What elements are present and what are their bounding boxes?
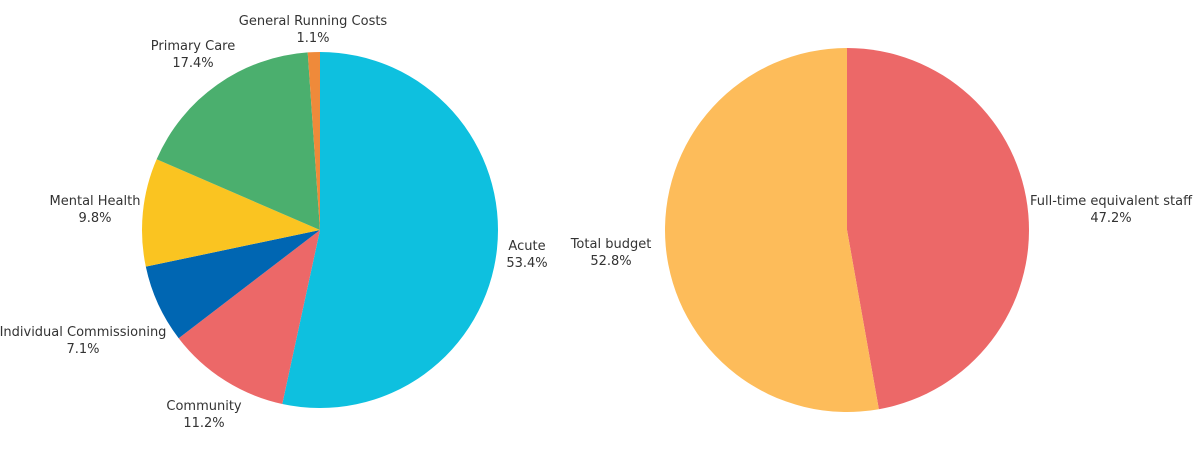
slice-label-individual-commissioning: Individual Commissioning — [0, 325, 166, 340]
slice-value-individual-commissioning: 7.1% — [66, 342, 99, 357]
pie-slice-primary-care — [156, 52, 320, 230]
pie-slice-individual-commissioning — [145, 230, 320, 339]
slice-label-acute: Acute — [508, 239, 545, 254]
slice-value-primary-care: 17.4% — [172, 56, 213, 71]
slice-value-full-time-equivalent-staff: 47.2% — [1090, 211, 1131, 226]
pie-slice-community — [178, 230, 320, 404]
slice-value-mental-health: 9.8% — [78, 211, 111, 226]
slice-label-full-time-equivalent-staff: Full-time equivalent staff — [1030, 194, 1193, 209]
pie-slice-acute — [282, 52, 498, 408]
slice-label-general-running-costs: General Running Costs — [239, 14, 388, 29]
slice-label-primary-care: Primary Care — [151, 39, 235, 54]
slice-value-acute: 53.4% — [506, 256, 547, 271]
slice-value-total-budget: 52.8% — [590, 254, 631, 269]
pie-slice-total-budget — [664, 48, 879, 412]
slice-label-total-budget: Total budget — [570, 237, 652, 252]
slice-label-mental-health: Mental Health — [50, 194, 141, 209]
slice-label-community: Community — [166, 399, 242, 414]
slice-value-community: 11.2% — [183, 416, 224, 431]
pie-slice-general-running-costs — [307, 52, 320, 230]
pie-slice-full-time-equivalent-staff — [847, 48, 1029, 410]
pie-chart-budget-breakdown: Acute 53.4% Community 11.2% Individual Commi… — [0, 14, 548, 431]
pie-chart-staff-vs-budget: Full-time equivalent staff 47.2% Total bud… — [570, 48, 1193, 412]
slice-value-general-running-costs: 1.1% — [296, 31, 329, 46]
pie-slice-mental-health — [142, 159, 320, 267]
